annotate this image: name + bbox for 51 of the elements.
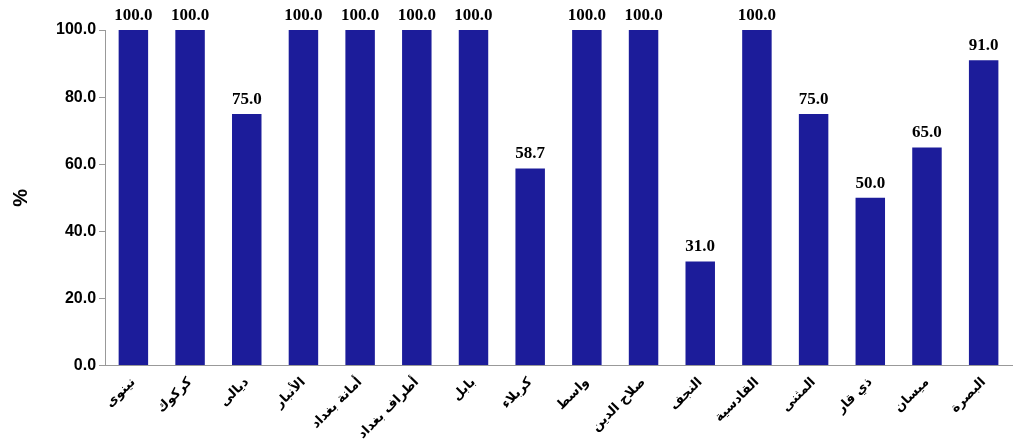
bar: [912, 147, 942, 366]
x-tick-label: بابل: [448, 374, 478, 404]
data-label: 100.0: [284, 4, 323, 24]
bar: [628, 30, 659, 366]
data-label: 31.0: [685, 236, 716, 256]
bar: [345, 30, 375, 366]
bar: [458, 30, 489, 366]
bar: [515, 168, 545, 366]
bar: [402, 30, 432, 366]
x-tick-label: المثنى: [777, 374, 819, 415]
data-label: 100.0: [737, 4, 777, 24]
data-label: 100.0: [114, 4, 153, 24]
y-tick-label: 40.0: [64, 221, 97, 239]
y-tick-label: 80.0: [64, 87, 97, 105]
x-tick-label: ميسان: [890, 374, 932, 415]
y-axis-title: %: [8, 188, 31, 207]
bar: [685, 261, 715, 366]
data-label: 75.0: [231, 88, 262, 108]
data-label: 100.0: [341, 4, 380, 24]
bar: [742, 30, 772, 366]
x-tick-label: كربلاء: [497, 373, 535, 411]
bar: [855, 197, 886, 366]
x-tick-label: ذي قار: [832, 373, 876, 417]
bar: [798, 113, 829, 366]
bar: [968, 60, 999, 366]
x-tick-label: الأنبار: [269, 373, 308, 412]
y-tick-label: 60.0: [64, 154, 97, 172]
y-tick-label: 0.0: [73, 356, 97, 373]
bar: [572, 30, 602, 366]
data-label: 100.0: [567, 4, 606, 24]
data-label: 65.0: [912, 122, 942, 142]
x-tick-label: ديالى: [216, 373, 252, 409]
x-tick-label: البصرة: [947, 374, 989, 416]
y-tick-label: 100.0: [55, 20, 97, 38]
data-label: 50.0: [855, 172, 886, 192]
data-label: 58.7: [515, 143, 546, 163]
bar: [175, 30, 205, 366]
data-label: 75.0: [798, 88, 829, 108]
data-label: 100.0: [170, 4, 210, 24]
x-tick-label: النجف: [666, 374, 705, 413]
x-tick-label: نينوى: [102, 374, 138, 410]
x-tick-label: القادسية: [711, 374, 762, 425]
x-tick-label: كركوك: [153, 373, 195, 416]
bar: [118, 30, 149, 366]
data-label: 100.0: [624, 4, 663, 24]
y-tick-label: 20.0: [64, 288, 97, 306]
data-label: 100.0: [397, 4, 436, 24]
bar: [232, 113, 262, 366]
data-label: 91.0: [968, 35, 999, 55]
bar: [288, 30, 319, 366]
data-label: 100.0: [454, 4, 493, 24]
